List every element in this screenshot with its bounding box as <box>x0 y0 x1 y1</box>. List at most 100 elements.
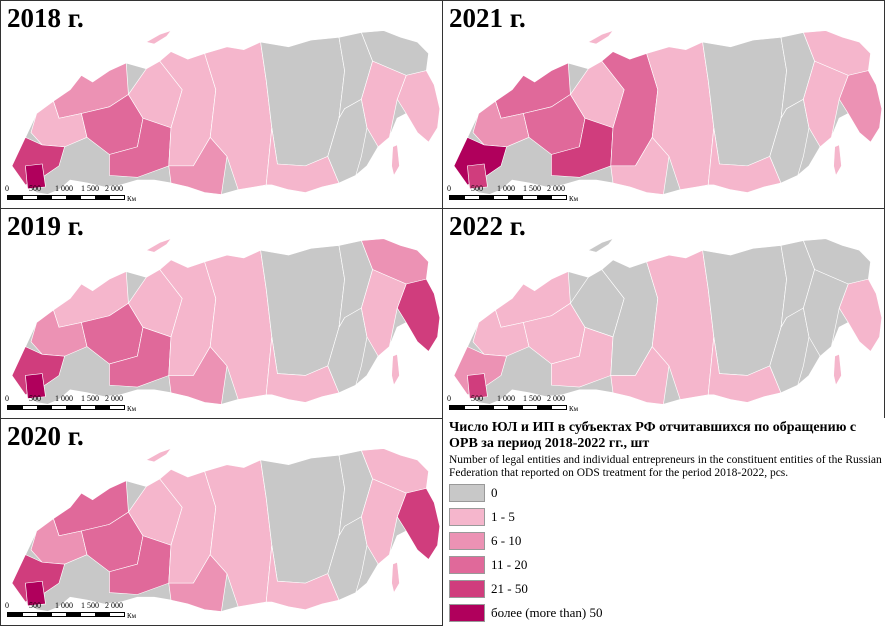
scale-tick-label: 2 000 <box>547 394 565 403</box>
scale-unit: Км <box>569 405 579 413</box>
region-siberia-south <box>168 136 228 195</box>
region-south <box>11 346 66 396</box>
legend-swatch <box>449 532 485 550</box>
scale-tick-label: 0 <box>447 184 451 193</box>
region-kamchatka <box>396 278 441 352</box>
year-label-2018: 2018 г. <box>7 3 84 33</box>
legend-title: Число ЮЛ и ИП в субъектах РФ отчитавшихс… <box>449 420 857 451</box>
legend-label: 11 - 20 <box>491 557 528 572</box>
region-caucasus <box>25 373 46 399</box>
region-amur <box>361 269 407 357</box>
scale-bar-2021: 0 500 1 000 1 500 2 000 Км <box>447 184 597 206</box>
legend-label: 0 <box>491 485 498 500</box>
scale-unit: Км <box>127 405 137 413</box>
legend-swatch <box>449 604 485 622</box>
region-south <box>11 554 66 603</box>
scale-tick-label: 500 <box>29 184 41 193</box>
scale-tick-label: 2 000 <box>105 601 123 610</box>
region-caucasus <box>25 163 46 190</box>
scale-tick-label: 500 <box>471 184 483 193</box>
scale-bar-graphic <box>7 612 125 617</box>
legend-swatch <box>449 556 485 574</box>
region-sakhalin <box>391 144 400 177</box>
scale-tick-label: 2 000 <box>105 394 123 403</box>
scale-bar-graphic <box>449 405 567 410</box>
map-panel-2022: 2022 г. 0 500 1 000 1 500 2 000 Км <box>442 208 885 419</box>
region-kamchatka <box>838 70 883 143</box>
scale-tick-label: 2 000 <box>547 184 565 193</box>
scale-tick-label: 1 000 <box>55 601 73 610</box>
scale-unit: Км <box>127 612 137 620</box>
year-label-2019: 2019 г. <box>7 211 84 241</box>
scale-tick-label: 0 <box>447 394 451 403</box>
region-south <box>11 136 66 186</box>
scale-tick-label: 1 500 <box>523 184 541 193</box>
region-amur <box>803 269 849 357</box>
legend-label: 1 - 5 <box>491 509 515 524</box>
region-south <box>453 136 508 186</box>
region-caucasus <box>25 580 46 607</box>
scale-bar-graphic <box>449 195 567 200</box>
russia-map-2021 <box>453 30 883 195</box>
scale-bar-2020: 0 500 1 000 1 500 2 000 Км <box>5 601 155 623</box>
scale-tick-label: 1 500 <box>81 394 99 403</box>
scale-tick-label: 0 <box>5 184 9 193</box>
region-novaya-zemlya <box>145 238 172 253</box>
region-siberia-south <box>168 346 228 405</box>
scale-tick-label: 500 <box>471 394 483 403</box>
russia-map-2019 <box>11 238 441 405</box>
scale-tick-label: 1 000 <box>497 394 515 403</box>
region-novaya-zemlya <box>145 30 172 45</box>
region-sakhalin <box>833 353 842 386</box>
legend: Число ЮЛ и ИП в субъектах РФ отчитавшихс… <box>443 418 885 626</box>
scale-tick-label: 0 <box>5 394 9 403</box>
region-sakhalin <box>391 353 400 386</box>
year-label-2020: 2020 г. <box>7 421 84 451</box>
region-siberia-south <box>610 346 670 405</box>
legend-label: 6 - 10 <box>491 533 522 548</box>
region-sakhalin <box>391 561 400 594</box>
scale-bar-2022: 0 500 1 000 1 500 2 000 Км <box>447 394 597 416</box>
year-label-2021: 2021 г. <box>449 3 526 33</box>
scale-bar-graphic <box>7 405 125 410</box>
scale-tick-label: 1 500 <box>523 394 541 403</box>
region-sakhalin <box>833 144 842 177</box>
map-panel-2019: 2019 г. 0 500 1 000 1 500 2 000 Км <box>0 208 443 419</box>
scale-unit: Км <box>127 195 137 203</box>
legend-label: 21 - 50 <box>491 581 528 596</box>
region-amur <box>361 478 407 565</box>
region-caucasus <box>467 373 488 399</box>
legend-label: более (more than) 50 <box>491 605 603 620</box>
region-novaya-zemlya <box>587 30 614 45</box>
scale-tick-label: 1 000 <box>497 184 515 193</box>
legend-subtitle: Number of legal entities and individual … <box>449 454 882 479</box>
map-panel-2018: 2018 г. 0 500 1 000 1 500 2 000 Км <box>0 0 443 209</box>
russia-map-2022 <box>453 238 883 405</box>
region-siberia-south <box>168 554 228 612</box>
region-kamchatka <box>396 488 441 560</box>
legend-swatch <box>449 508 485 526</box>
region-novaya-zemlya <box>145 448 172 463</box>
region-kamchatka <box>396 70 441 143</box>
region-novaya-zemlya <box>587 238 614 253</box>
scale-bar-graphic <box>7 195 125 200</box>
region-caucasus <box>467 163 488 190</box>
legend-swatch <box>449 484 485 502</box>
scale-bar-2018: 0 500 1 000 1 500 2 000 Км <box>5 184 155 206</box>
scale-tick-label: 2 000 <box>105 184 123 193</box>
map-panel-2020: 2020 г. 0 500 1 000 1 500 2 000 Км <box>0 418 443 626</box>
russia-map-2018 <box>11 30 441 195</box>
region-amur <box>803 60 849 148</box>
year-label-2022: 2022 г. <box>449 211 526 241</box>
region-amur <box>361 60 407 148</box>
region-siberia-south <box>610 136 670 195</box>
legend-swatch <box>449 580 485 598</box>
scale-tick-label: 500 <box>29 394 41 403</box>
region-south <box>453 346 508 396</box>
scale-unit: Км <box>569 195 579 203</box>
region-kamchatka <box>838 278 883 352</box>
scale-tick-label: 1 000 <box>55 184 73 193</box>
scale-tick-label: 500 <box>29 601 41 610</box>
scale-tick-label: 1 500 <box>81 601 99 610</box>
scale-tick-label: 0 <box>5 601 9 610</box>
